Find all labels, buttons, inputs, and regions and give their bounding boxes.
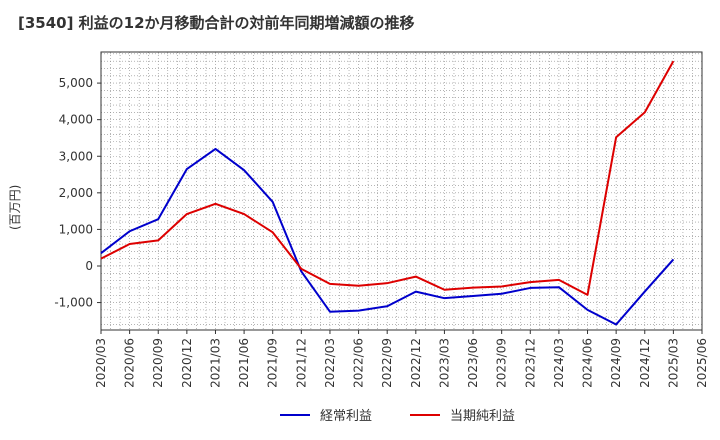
x-tick-label: 2020/12 bbox=[180, 338, 194, 388]
x-tick-label: 2022/09 bbox=[380, 338, 394, 388]
y-tick-label: 1,000 bbox=[59, 222, 93, 236]
y-axis-ticks: -1,000 0 1,000 2,000 3,000 4,000 5,000 bbox=[54, 76, 101, 310]
x-tick-label: 2023/06 bbox=[466, 338, 480, 388]
x-tick-label: 2022/06 bbox=[352, 338, 366, 388]
x-tick-label: 2021/09 bbox=[266, 338, 280, 388]
y-tick-label: 2,000 bbox=[59, 186, 93, 200]
series-lines bbox=[100, 60, 675, 326]
x-axis-ticks: 2020/03 2020/06 2020/09 2020/12 2021/03 2021/… bbox=[94, 330, 709, 388]
x-tick-label: 2024/12 bbox=[638, 338, 652, 388]
y-tick-label: 0 bbox=[85, 259, 93, 273]
x-tick-label: 2024/09 bbox=[609, 338, 623, 388]
y-tick-label: 5,000 bbox=[59, 76, 93, 90]
y-tick-label: -1,000 bbox=[54, 296, 93, 310]
x-tick-label: 2024/03 bbox=[552, 338, 566, 388]
x-tick-label: 2020/03 bbox=[94, 338, 108, 388]
y-tick-label: 3,000 bbox=[59, 149, 93, 163]
legend: 経常利益 当期純利益 bbox=[280, 409, 515, 424]
x-tick-label: 2023/12 bbox=[523, 338, 537, 388]
series-line-keijo-rieki bbox=[100, 147, 675, 326]
plot-area bbox=[100, 51, 703, 331]
x-tick-label: 2025/03 bbox=[666, 338, 680, 388]
x-tick-label: 2020/09 bbox=[151, 338, 165, 388]
x-tick-label: 2022/03 bbox=[323, 338, 337, 388]
x-tick-label: 2025/06 bbox=[695, 338, 709, 388]
x-tick-label: 2021/06 bbox=[237, 338, 251, 388]
x-tick-label: 2023/09 bbox=[495, 338, 509, 388]
x-tick-label: 2022/12 bbox=[409, 338, 423, 388]
x-tick-label: 2020/06 bbox=[123, 338, 137, 388]
legend-label: 経常利益 bbox=[320, 409, 372, 424]
x-tick-label: 2021/12 bbox=[294, 338, 308, 388]
grid-lines bbox=[100, 52, 703, 330]
y-tick-label: 4,000 bbox=[59, 113, 93, 127]
chart-title: [3540] 利益の12か月移動合計の対前年同期増減額の推移 bbox=[18, 14, 415, 32]
x-tick-label: 2024/06 bbox=[581, 338, 595, 388]
x-tick-label: 2023/03 bbox=[437, 338, 451, 388]
x-tick-label: 2021/03 bbox=[208, 338, 222, 388]
legend-label: 当期純利益 bbox=[450, 409, 515, 424]
series-line-touki-jun-rieki bbox=[100, 60, 675, 296]
